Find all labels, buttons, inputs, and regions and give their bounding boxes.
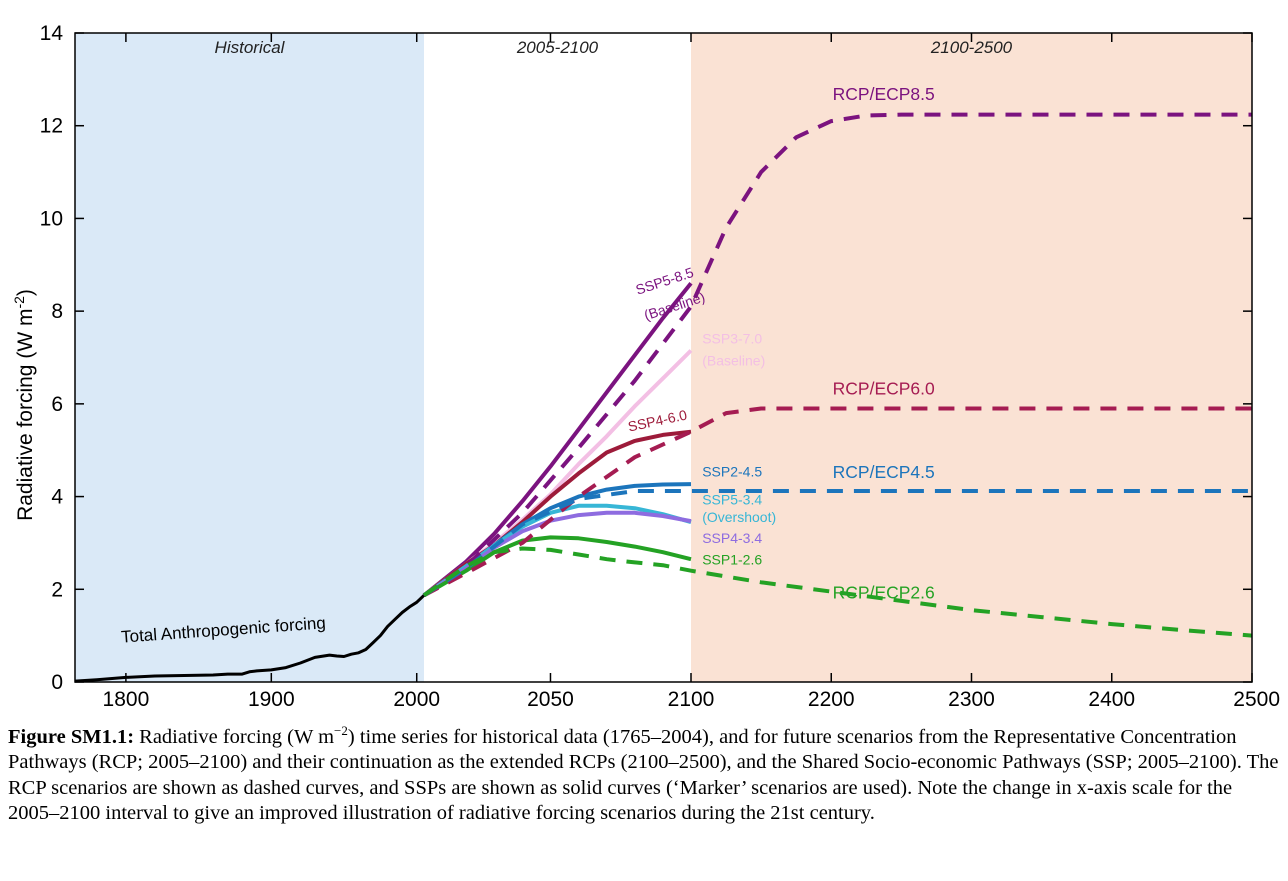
series-label-13: RCP/ECP4.5 bbox=[833, 462, 935, 482]
series-label-3: SSP3-7.0 bbox=[702, 331, 762, 347]
caption-text-b: ) time series for historical data (1765–… bbox=[8, 725, 1279, 825]
axes: 0 2 4 6 8 10 12 14 1800 1900 2000 2050 2100 2200 2300 2… bbox=[40, 22, 1280, 711]
x-tick-label-3: 2050 bbox=[527, 688, 574, 711]
series-label-4: (Baseline) bbox=[702, 352, 765, 368]
y-tick-label-7: 14 bbox=[40, 22, 64, 45]
x-tick-label-7: 2400 bbox=[1088, 688, 1135, 711]
figure-caption: Figure SM1.1: Radiative forcing (W m−2) … bbox=[8, 718, 1282, 827]
y-tick-label-2: 4 bbox=[51, 486, 63, 509]
y-axis-label-close: ) bbox=[14, 289, 37, 296]
series-label-11: RCP/ECP8.5 bbox=[833, 84, 935, 104]
series-line-rcp85 bbox=[422, 112, 1252, 597]
scenario-period-regions bbox=[75, 33, 1252, 682]
x-tick-label-0: 1800 bbox=[103, 688, 150, 711]
series-label-14: RCP/ECP2.6 bbox=[833, 583, 935, 603]
plot-frame bbox=[74, 32, 1253, 683]
region-label-2: 2100-2500 bbox=[930, 38, 1013, 57]
y-axis-label-text: Radiative forcing (W m bbox=[14, 309, 37, 521]
series-label-12: RCP/ECP6.0 bbox=[833, 379, 935, 399]
series-line-rcp60 bbox=[423, 406, 1252, 598]
region-bg-2 bbox=[691, 33, 1252, 682]
x-tick-label-5: 2200 bbox=[808, 688, 855, 711]
y-tick-label-1: 2 bbox=[51, 578, 63, 601]
region-label-0: Historical bbox=[215, 38, 286, 57]
region-bg-0 bbox=[75, 33, 424, 682]
x-tick-label-2: 2000 bbox=[393, 688, 440, 711]
region-label-1: 2005-2100 bbox=[516, 38, 599, 57]
x-tick-label-6: 2300 bbox=[948, 688, 995, 711]
caption-unit-sup: −2 bbox=[334, 723, 348, 738]
series-lines bbox=[74, 112, 1253, 683]
x-tick-label-1: 1900 bbox=[248, 688, 295, 711]
series-line-hist bbox=[74, 594, 426, 683]
series-label-6: SSP2-4.5 bbox=[702, 464, 762, 480]
y-axis-label-sup: -2 bbox=[11, 296, 27, 309]
y-tick-label-3: 6 bbox=[51, 393, 63, 416]
series-line-ssp126 bbox=[422, 535, 692, 598]
y-tick-label-6: 12 bbox=[40, 115, 63, 138]
svg-text:Radiative forcing (W m-2): Radiative forcing (W m-2) bbox=[11, 289, 37, 521]
y-tick-label-4: 8 bbox=[51, 300, 63, 323]
x-tick-label-4: 2100 bbox=[668, 688, 715, 711]
series-label-9: SSP4-3.4 bbox=[702, 530, 762, 546]
region-labels: Historical 2005-2100 2100-2500 bbox=[215, 38, 1013, 57]
y-tick-label-0: 0 bbox=[51, 671, 63, 694]
x-tick-label-8: 2500 bbox=[1233, 688, 1280, 711]
series-label-10: SSP1-2.6 bbox=[702, 552, 762, 568]
radiative-forcing-chart: Historical 2005-2100 2100-2500 Total Anthr… bbox=[11, 22, 1280, 711]
series-label-7: SSP5-3.4 bbox=[702, 491, 762, 507]
y-tick-label-5: 10 bbox=[40, 207, 63, 230]
y-axis-label: Radiative forcing (W m-2) bbox=[11, 289, 37, 521]
region-bg-1 bbox=[424, 33, 691, 682]
caption-figure-label: Figure SM1.1: bbox=[8, 725, 135, 748]
series-line-rcp45 bbox=[422, 489, 1252, 597]
caption-text-a: Radiative forcing (W m bbox=[134, 725, 335, 748]
series-line-ssp585 bbox=[422, 282, 693, 597]
series-label-8: (Overshoot) bbox=[702, 509, 776, 525]
